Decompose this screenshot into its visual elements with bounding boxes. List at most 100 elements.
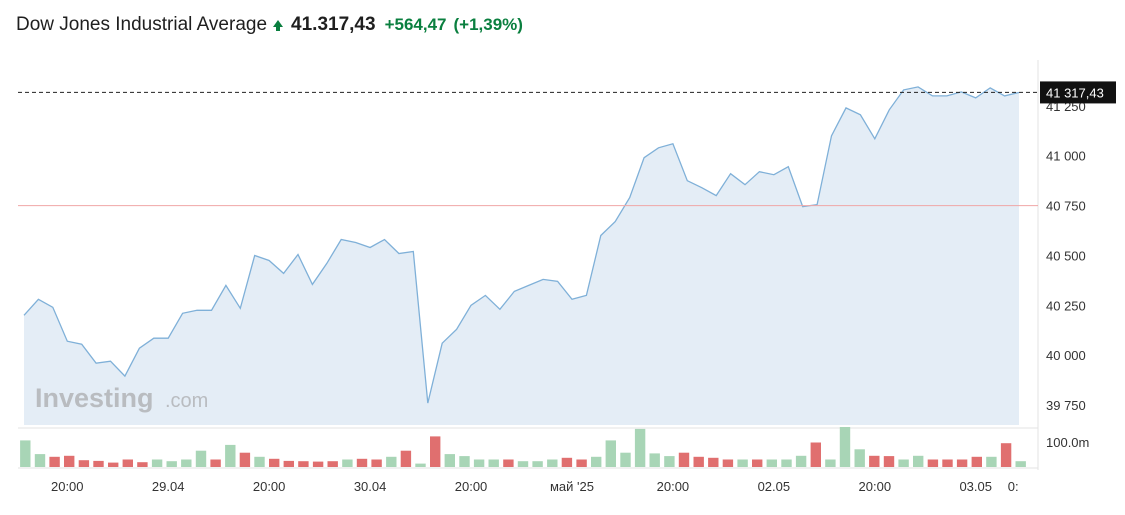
volume-bar [312, 461, 324, 467]
volume-bar [20, 440, 31, 467]
current-price-badge: 41 317,43 [1040, 81, 1116, 104]
y-tick-label: 40 250 [1046, 298, 1086, 313]
volume-bar [195, 450, 207, 467]
volume-bar [356, 458, 368, 467]
volume-bar [678, 452, 690, 467]
volume-bar [400, 450, 412, 467]
last-price: 41.317,43 [291, 14, 376, 35]
volume-bar [942, 459, 953, 467]
volume-bar [298, 461, 309, 467]
price-area-fill [24, 86, 1019, 426]
volume-bar [386, 456, 397, 467]
volume-bar [708, 457, 719, 467]
volume-bar [166, 461, 177, 467]
volume-bar [503, 459, 514, 467]
volume-bar [634, 428, 646, 467]
volume-bar [225, 444, 236, 467]
volume-bar [371, 459, 382, 467]
volume-bar [810, 442, 821, 467]
volume-bar [151, 459, 163, 467]
volume-bar [181, 459, 192, 467]
volume-bar [781, 459, 792, 467]
volume-bar [210, 459, 221, 467]
instrument-header: Dow Jones Industrial Average 41.317,43 +… [16, 12, 523, 38]
volume-bar [620, 452, 631, 467]
volume-bar [415, 463, 426, 467]
y-tick-label: 39 750 [1046, 398, 1086, 413]
volume-bar [78, 460, 90, 467]
chart-frame [18, 60, 1039, 470]
volume-bar [430, 436, 441, 467]
volume-bar [649, 453, 660, 467]
volume-bar [766, 459, 777, 467]
volume-bar [254, 456, 265, 467]
volume-bar [122, 459, 133, 467]
instrument-title: Dow Jones Industrial Average [16, 14, 268, 35]
volume-bar [269, 458, 280, 467]
volume-bar [927, 459, 939, 467]
x-tick-label: 0: [1008, 479, 1019, 494]
price-change-percent: (+1,39%) [453, 15, 523, 34]
x-tick-label: 20:00 [657, 479, 690, 494]
volume-bar [342, 459, 353, 467]
volume-bar [839, 427, 851, 467]
x-tick-label: 03.05 [959, 479, 992, 494]
volume-bar [108, 462, 119, 467]
volume-bar [444, 454, 455, 467]
volume-bar [137, 462, 148, 467]
volume-bar [459, 456, 470, 467]
x-axis: 20:00 29.04 20:00 30.04 20:00 май '25 20:00 02.… [51, 479, 1019, 494]
volume-axis-label: 100.0m [1046, 435, 1089, 450]
x-tick-label: 20:00 [859, 479, 892, 494]
volume-bar [561, 457, 573, 467]
price-line[interactable] [23, 86, 1020, 404]
y-tick-label: 40 000 [1046, 348, 1086, 363]
volume-bar [93, 460, 104, 467]
x-tick-label: май '25 [550, 479, 594, 494]
volume-bar [473, 459, 485, 467]
volume-bar [898, 459, 909, 467]
current-price-badge-bg [1040, 81, 1116, 104]
volume-bar [327, 461, 338, 467]
volume-bar [752, 459, 763, 467]
volume-bar [576, 459, 587, 467]
x-tick-label: 20:00 [455, 479, 488, 494]
volume-bar [1015, 461, 1026, 467]
volume-bar [1000, 443, 1012, 467]
volume-bar [913, 455, 924, 467]
volume-bar [488, 459, 499, 467]
price-change: +564,47 [384, 15, 447, 34]
volume-bar [986, 456, 997, 467]
x-tick-label: 20:00 [51, 479, 84, 494]
x-tick-label: 20:00 [253, 479, 286, 494]
x-tick-label: 29.04 [152, 479, 185, 494]
volume-bar [825, 459, 836, 467]
volume-bar [517, 461, 529, 467]
volume-bar [34, 454, 46, 467]
current-price-label: 41 317,43 [1046, 85, 1104, 100]
volume-bar [64, 455, 75, 467]
volume-bar [605, 440, 616, 467]
volume-bar [883, 456, 895, 467]
up-arrow-icon [273, 19, 284, 31]
volume-bar [722, 459, 734, 467]
volume-bar [547, 459, 558, 467]
volume-bar [737, 459, 748, 467]
volume-bar [693, 456, 704, 467]
volume-bar [795, 455, 807, 467]
volume-bar [956, 459, 968, 467]
watermark-suffix: .com [165, 390, 208, 412]
watermark-brand: Investing [35, 383, 154, 413]
y-tick-label: 40 500 [1046, 248, 1086, 263]
watermark-logo: Investing .com [35, 383, 208, 413]
y-tick-label: 41 000 [1046, 149, 1086, 164]
x-tick-label: 02.05 [758, 479, 791, 494]
volume-bar [971, 456, 982, 467]
volume-bar [532, 461, 543, 467]
volume-bar [239, 452, 251, 467]
x-tick-label: 30.04 [354, 479, 387, 494]
volume-bar [49, 456, 60, 467]
y-tick-label: 40 750 [1046, 199, 1086, 214]
